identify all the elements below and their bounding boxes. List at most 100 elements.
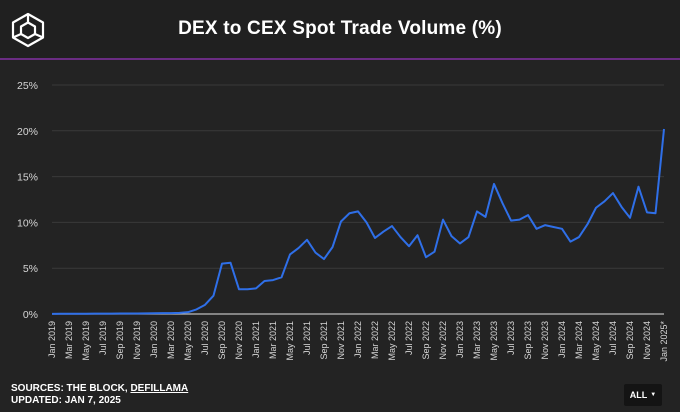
x-tick-label: Mar 2022 <box>370 321 380 359</box>
data-point[interactable] <box>279 274 285 280</box>
data-point[interactable] <box>483 214 489 220</box>
data-point[interactable] <box>58 311 64 317</box>
data-point[interactable] <box>551 224 557 230</box>
data-point[interactable] <box>619 204 625 210</box>
data-point[interactable] <box>525 212 531 218</box>
data-point[interactable] <box>49 311 55 317</box>
data-point[interactable] <box>627 215 633 221</box>
x-tick-label: Mar 2024 <box>574 321 584 359</box>
data-point[interactable] <box>245 286 251 292</box>
x-tick-label: Nov 2022 <box>438 321 448 360</box>
data-point[interactable] <box>491 181 497 187</box>
data-point[interactable] <box>347 210 353 216</box>
x-tick-label: May 2023 <box>489 321 499 361</box>
data-point[interactable] <box>92 311 98 317</box>
data-point[interactable] <box>321 256 327 262</box>
data-point[interactable] <box>534 226 540 232</box>
range-selector-button[interactable]: ALL ▼ <box>624 384 662 406</box>
data-point[interactable] <box>296 245 302 251</box>
data-point[interactable] <box>160 310 166 316</box>
data-point[interactable] <box>202 302 208 308</box>
data-point[interactable] <box>364 219 370 225</box>
data-point[interactable] <box>466 234 472 240</box>
data-point[interactable] <box>610 190 616 196</box>
x-tick-label: Sep 2020 <box>217 321 227 360</box>
the-block-cube-logo-icon[interactable] <box>10 12 46 48</box>
x-tick-label: Jul 2021 <box>302 321 312 355</box>
data-point[interactable] <box>517 217 523 223</box>
data-point[interactable] <box>585 221 591 227</box>
data-point[interactable] <box>406 243 412 249</box>
data-point[interactable] <box>636 184 642 190</box>
x-tick-label: May 2019 <box>81 321 91 361</box>
data-point[interactable] <box>313 250 319 256</box>
data-point[interactable] <box>253 285 259 291</box>
data-point[interactable] <box>432 249 438 255</box>
data-point[interactable] <box>440 217 446 223</box>
data-point[interactable] <box>304 237 310 243</box>
data-point[interactable] <box>398 234 404 240</box>
x-tick-label: Jul 2020 <box>200 321 210 355</box>
data-point[interactable] <box>228 260 234 266</box>
data-point[interactable] <box>474 208 480 214</box>
data-point[interactable] <box>117 311 123 317</box>
data-point[interactable] <box>644 209 650 215</box>
x-tick-label: Jul 2022 <box>404 321 414 355</box>
data-point[interactable] <box>653 210 659 216</box>
data-point[interactable] <box>423 254 429 260</box>
x-tick-label: May 2021 <box>285 321 295 361</box>
data-point[interactable] <box>457 240 463 246</box>
data-point[interactable] <box>66 311 72 317</box>
range-selector-label: ALL <box>629 390 648 400</box>
x-tick-label: Jan 2025* <box>659 321 669 362</box>
data-point[interactable] <box>449 233 455 239</box>
data-point[interactable] <box>75 311 81 317</box>
data-point[interactable] <box>330 244 336 250</box>
x-axis-ticks: Jan 2019 Mar 2019 May 2019 Jul 2019 Sep 2019… <box>47 321 669 362</box>
x-tick-label: May 2024 <box>591 321 601 361</box>
data-point[interactable] <box>661 126 667 132</box>
data-point[interactable] <box>168 310 174 316</box>
data-point[interactable] <box>500 200 506 206</box>
x-tick-label: Sep 2019 <box>115 321 125 360</box>
data-point[interactable] <box>389 223 395 229</box>
data-point[interactable] <box>508 218 514 224</box>
x-tick-label: Sep 2024 <box>625 321 635 360</box>
x-tick-label: Sep 2022 <box>421 321 431 360</box>
data-point[interactable] <box>236 286 242 292</box>
data-point[interactable] <box>151 310 157 316</box>
data-point[interactable] <box>109 311 115 317</box>
data-point[interactable] <box>270 277 276 283</box>
data-point[interactable] <box>415 232 421 238</box>
y-tick-label: 0% <box>23 309 38 321</box>
data-point[interactable] <box>219 261 225 267</box>
defillama-link[interactable]: DEFILLAMA <box>130 383 189 394</box>
data-point[interactable] <box>542 222 548 228</box>
data-point[interactable] <box>559 226 565 232</box>
data-point[interactable] <box>593 205 599 211</box>
data-point[interactable] <box>126 311 132 317</box>
x-tick-label: May 2020 <box>183 321 193 361</box>
data-point[interactable] <box>381 229 387 235</box>
data-point[interactable] <box>287 251 293 257</box>
line-chart: 0% 5% 10% 15% 20% 25% Jan 2019 Mar 2019 May 201… <box>17 80 669 362</box>
data-point[interactable] <box>100 311 106 317</box>
x-tick-label: Jan 2019 <box>47 321 57 358</box>
y-axis-ticks: 0% 5% 10% 15% 20% 25% <box>17 80 38 321</box>
data-point[interactable] <box>177 310 183 316</box>
data-point[interactable] <box>568 239 574 245</box>
data-point[interactable] <box>134 310 140 316</box>
data-point[interactable] <box>143 310 149 316</box>
data-point[interactable] <box>194 306 200 312</box>
data-point[interactable] <box>576 234 582 240</box>
updated-text: UPDATED: JAN 7, 2025 <box>11 395 121 406</box>
data-point[interactable] <box>262 278 268 284</box>
data-point[interactable] <box>211 293 217 299</box>
data-point[interactable] <box>185 309 191 315</box>
data-point[interactable] <box>338 218 344 224</box>
header-bar: DEX to CEX Spot Trade Volume (%) <box>0 0 680 58</box>
data-point[interactable] <box>83 311 89 317</box>
data-point[interactable] <box>372 235 378 241</box>
data-point[interactable] <box>355 208 361 214</box>
data-point[interactable] <box>602 198 608 204</box>
